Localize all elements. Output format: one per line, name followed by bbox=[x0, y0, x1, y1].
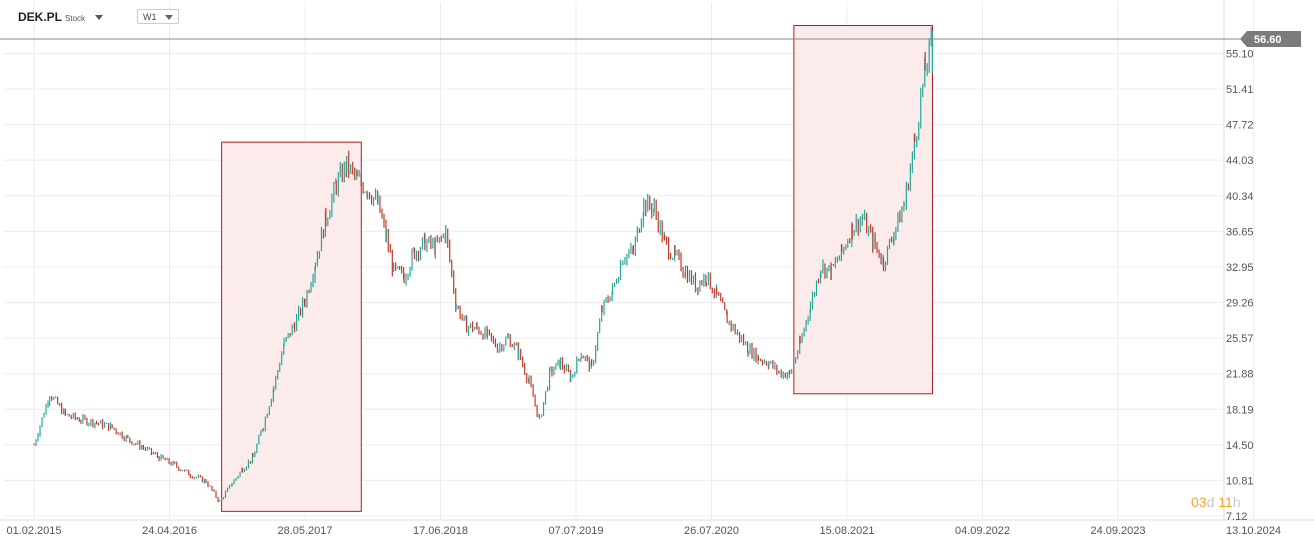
symbol-type-label: Stock bbox=[65, 13, 86, 23]
y-tick-label: 32.95 bbox=[1226, 262, 1254, 274]
y-tick-label: 29.26 bbox=[1226, 298, 1254, 310]
y-tick-label: 14.50 bbox=[1226, 440, 1254, 452]
x-tick-label: 28.05.2017 bbox=[277, 525, 332, 537]
y-tick-label: 21.88 bbox=[1226, 369, 1254, 381]
y-tick-label: 55.10 bbox=[1226, 48, 1254, 60]
highlight-box-2 bbox=[793, 25, 933, 395]
x-tick-label: 15.08.2021 bbox=[819, 525, 874, 537]
y-tick-label: 47.72 bbox=[1226, 120, 1254, 132]
y-tick-label: 25.57 bbox=[1226, 333, 1254, 345]
y-tick-label: 36.65 bbox=[1226, 226, 1254, 238]
x-tick-label: 13.10.2024 bbox=[1226, 525, 1281, 537]
timeframe-select[interactable]: W1 bbox=[137, 9, 179, 24]
x-tick-label: 17.06.2018 bbox=[413, 525, 468, 537]
countdown-days-unit: d bbox=[1206, 494, 1215, 510]
current-price-value: 56.60 bbox=[1254, 34, 1282, 46]
y-tick-label: 40.34 bbox=[1226, 191, 1254, 203]
x-tick-label: 04.09.2022 bbox=[955, 525, 1010, 537]
timeframe-value: W1 bbox=[143, 12, 157, 22]
highlight-box-1 bbox=[221, 141, 362, 512]
x-tick-label: 24.04.2016 bbox=[142, 525, 197, 537]
x-tick-label: 07.07.2019 bbox=[548, 525, 603, 537]
x-tick-label: 24.09.2023 bbox=[1090, 525, 1145, 537]
x-tick-label: 01.02.2015 bbox=[6, 525, 61, 537]
y-tick-label: 18.19 bbox=[1226, 404, 1254, 416]
symbol-dropdown-icon[interactable] bbox=[95, 14, 104, 20]
y-tick-label: 51.41 bbox=[1226, 84, 1254, 96]
chart-header: DEK.PL Stock bbox=[18, 10, 104, 24]
candle-countdown: 03d 11h bbox=[1191, 494, 1241, 510]
x-tick-label: 26.07.2020 bbox=[684, 525, 739, 537]
current-price-tag bbox=[1240, 31, 1301, 47]
countdown-hours-value: 11 bbox=[1218, 494, 1233, 510]
chevron-down-icon bbox=[165, 15, 173, 20]
y-tick-label: 7.12 bbox=[1226, 511, 1247, 523]
countdown-days-value: 03 bbox=[1191, 494, 1207, 510]
y-tick-label: 10.81 bbox=[1226, 475, 1254, 487]
y-tick-label: 44.03 bbox=[1226, 155, 1254, 167]
symbol-label[interactable]: DEK.PL bbox=[18, 10, 63, 24]
countdown-hours-unit: h bbox=[1232, 494, 1241, 510]
